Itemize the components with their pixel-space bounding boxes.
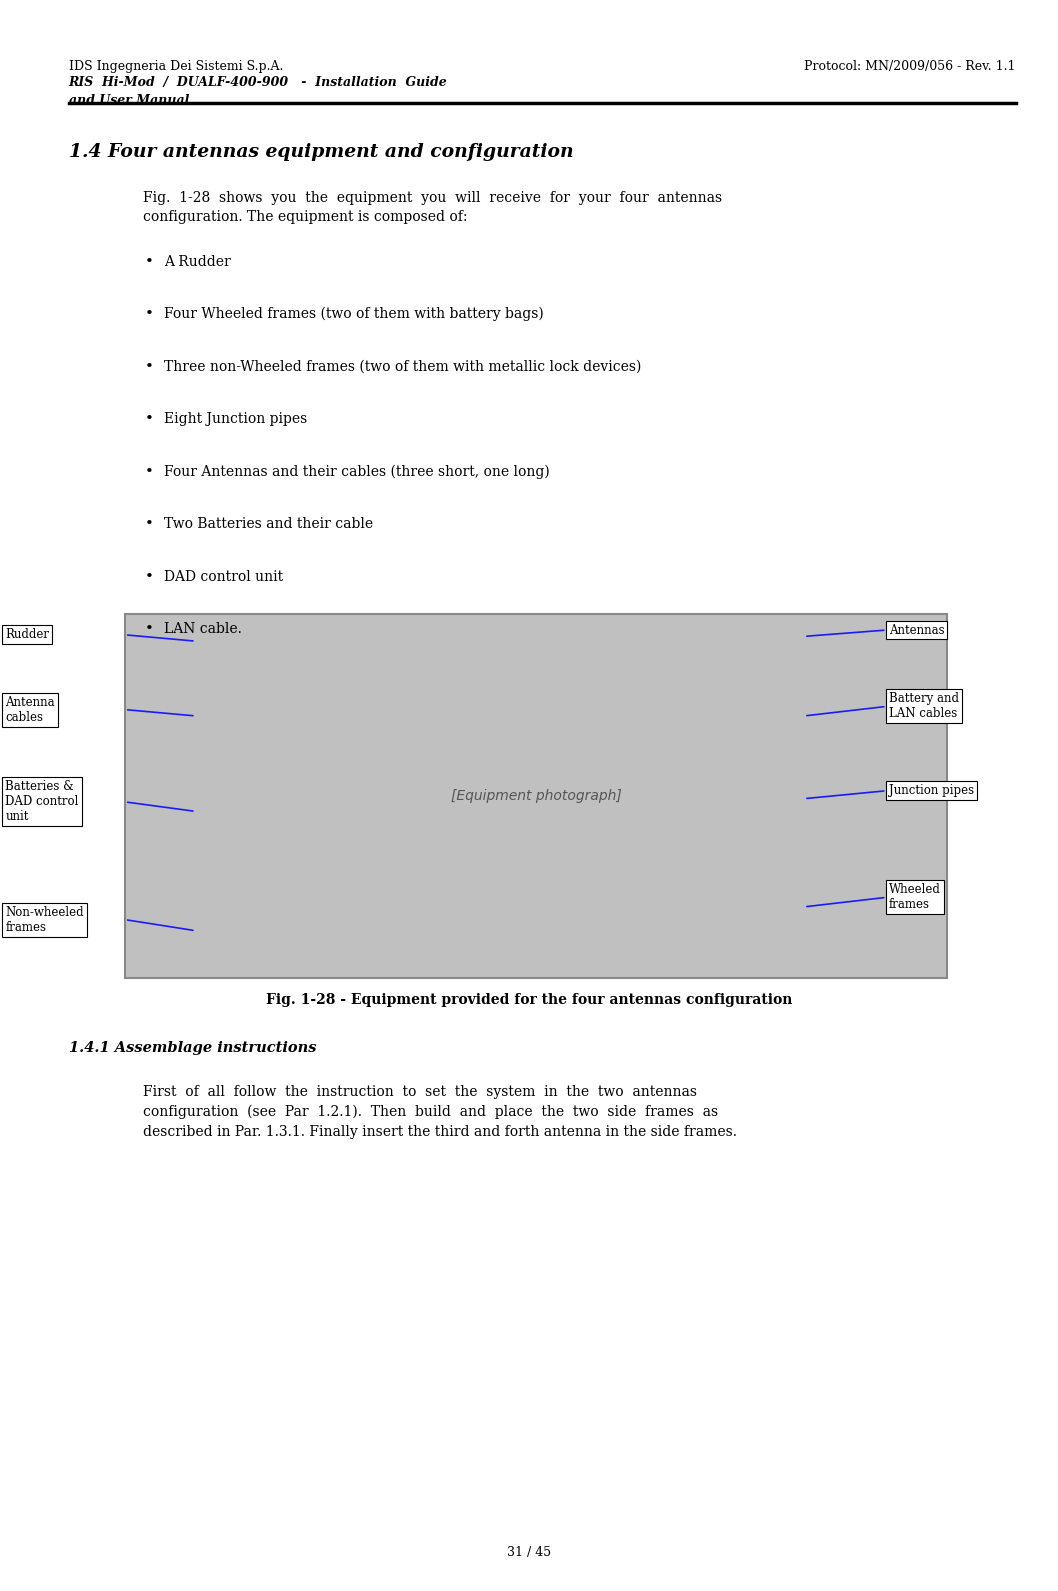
Text: Eight Junction pipes: Eight Junction pipes	[164, 412, 307, 426]
Text: Antennas: Antennas	[889, 624, 945, 636]
Text: Non-wheeled
frames: Non-wheeled frames	[5, 905, 84, 934]
Text: 1.4 Four antennas equipment and configuration: 1.4 Four antennas equipment and configur…	[69, 143, 573, 161]
Text: •: •	[145, 255, 153, 269]
Text: 1.4.1 Assemblage instructions: 1.4.1 Assemblage instructions	[69, 1041, 316, 1055]
Text: Three non-Wheeled frames (two of them with metallic lock devices): Three non-Wheeled frames (two of them wi…	[164, 360, 641, 374]
Text: Fig.  1-28  shows  you  the  equipment  you  will  receive  for  your  four  ant: Fig. 1-28 shows you the equipment you wi…	[143, 191, 722, 224]
Text: Batteries &
DAD control
unit: Batteries & DAD control unit	[5, 780, 78, 824]
Text: •: •	[145, 307, 153, 321]
Text: Two Batteries and their cable: Two Batteries and their cable	[164, 517, 373, 531]
Text: Rudder: Rudder	[5, 628, 50, 641]
Text: First  of  all  follow  the  instruction  to  set  the  system  in  the  two  an: First of all follow the instruction to s…	[143, 1085, 736, 1139]
Text: Four Wheeled frames (two of them with battery bags): Four Wheeled frames (two of them with ba…	[164, 307, 544, 321]
Text: LAN cable.: LAN cable.	[164, 622, 242, 636]
Text: Junction pipes: Junction pipes	[889, 784, 973, 797]
FancyBboxPatch shape	[125, 614, 947, 978]
Text: Antenna
cables: Antenna cables	[5, 695, 55, 724]
Text: DAD control unit: DAD control unit	[164, 570, 284, 584]
Text: [Equipment photograph]: [Equipment photograph]	[451, 789, 621, 803]
Text: 31 / 45: 31 / 45	[507, 1546, 551, 1559]
Text: Protocol: MN/2009/056 - Rev. 1.1: Protocol: MN/2009/056 - Rev. 1.1	[804, 60, 1016, 73]
Text: A Rudder: A Rudder	[164, 255, 231, 269]
Text: and User Manual: and User Manual	[69, 94, 189, 107]
Text: RIS  Hi-Mod  /  DUALF-400-900   -  Installation  Guide: RIS Hi-Mod / DUALF-400-900 - Installatio…	[69, 76, 448, 89]
Text: IDS Ingegneria Dei Sistemi S.p.A.: IDS Ingegneria Dei Sistemi S.p.A.	[69, 60, 284, 73]
Text: •: •	[145, 360, 153, 374]
Text: Wheeled
frames: Wheeled frames	[889, 883, 941, 912]
Text: Fig. 1-28 - Equipment provided for the four antennas configuration: Fig. 1-28 - Equipment provided for the f…	[266, 993, 792, 1007]
Text: Four Antennas and their cables (three short, one long): Four Antennas and their cables (three sh…	[164, 465, 550, 479]
Text: •: •	[145, 465, 153, 479]
Text: Battery and
LAN cables: Battery and LAN cables	[889, 692, 959, 721]
Text: •: •	[145, 412, 153, 426]
Text: •: •	[145, 622, 153, 636]
Text: •: •	[145, 570, 153, 584]
Text: •: •	[145, 517, 153, 531]
